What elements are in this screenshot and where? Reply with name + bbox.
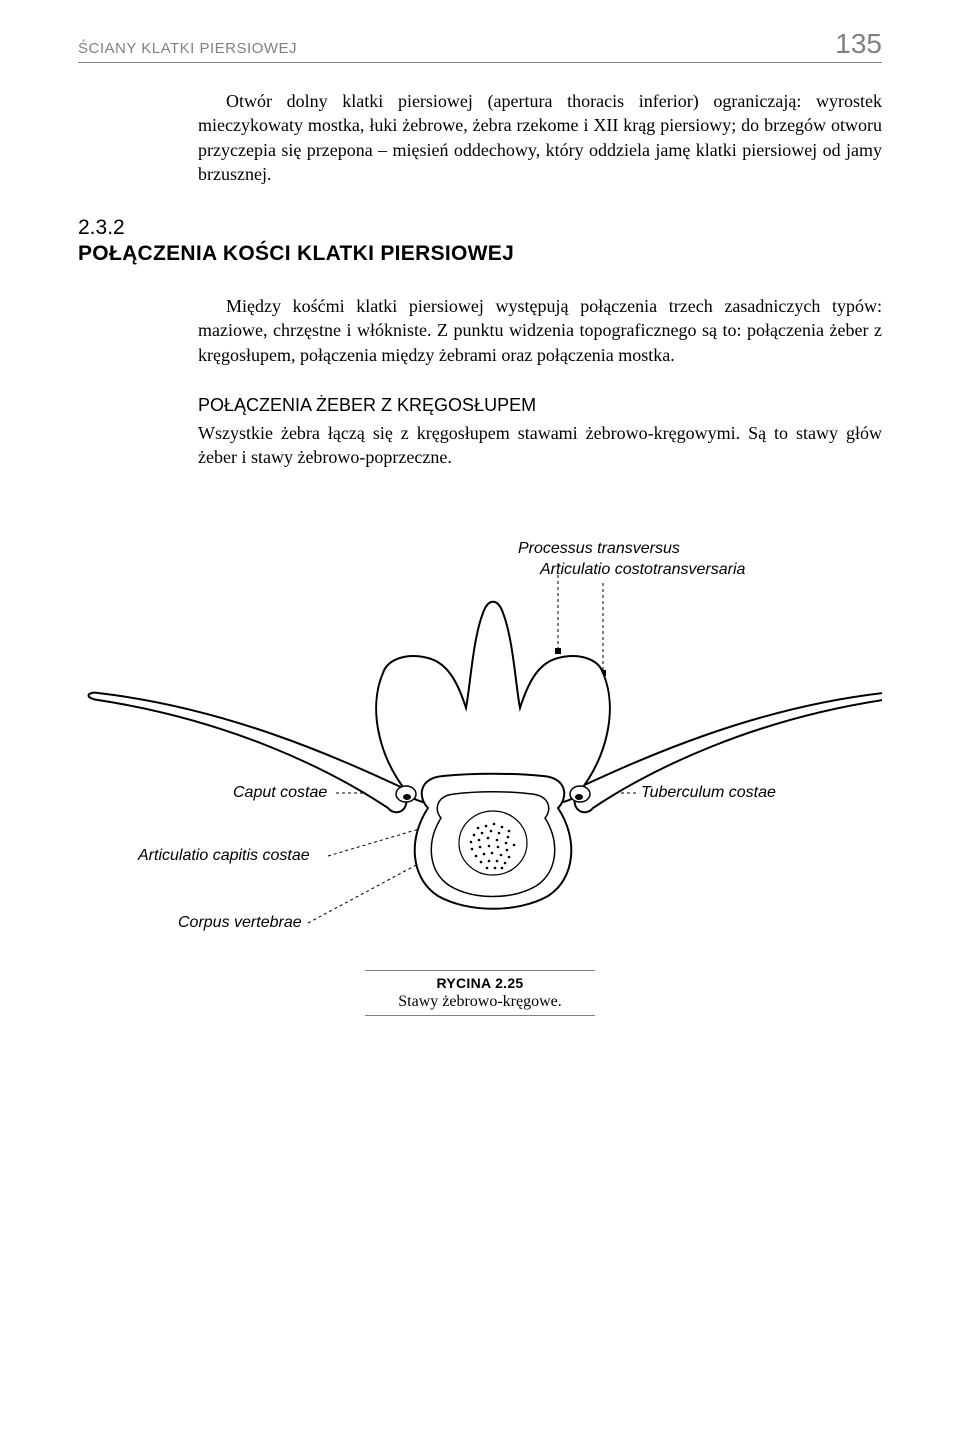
label-articulatio-capitis-costae: Articulatio capitis costae bbox=[138, 847, 310, 865]
subsection-text: Wszystkie żebra łączą się z kręgosłupem … bbox=[198, 421, 882, 470]
section-paragraph: Między kośćmi klatki piersiowej występuj… bbox=[198, 294, 882, 367]
label-corpus-vertebrae: Corpus vertebrae bbox=[178, 914, 302, 932]
figure-caption: RYCINA 2.25 Stawy żebrowo-kręgowe. bbox=[365, 970, 595, 1016]
label-processus-transversus: Processus transversus bbox=[518, 540, 680, 558]
figure-vertebra: Processus transversus Articulatio costot… bbox=[78, 498, 882, 958]
subsection-block: POŁĄCZENIA ŻEBER Z KRĘGOSŁUPEM Wszystkie… bbox=[198, 395, 882, 470]
intro-text: Otwór dolny klatki piersiowej (apertura … bbox=[198, 91, 882, 184]
intro-paragraph: Otwór dolny klatki piersiowej (apertura … bbox=[198, 89, 882, 186]
running-title: ŚCIANY KLATKI PIERSIOWEJ bbox=[78, 40, 297, 57]
section-title: POŁĄCZENIA KOŚCI KLATKI PIERSIOWEJ bbox=[78, 242, 882, 266]
page-number: 135 bbox=[835, 28, 882, 60]
running-header: ŚCIANY KLATKI PIERSIOWEJ 135 bbox=[78, 28, 882, 63]
label-caput-costae: Caput costae bbox=[233, 784, 327, 802]
label-articulatio-costotransversaria: Articulatio costotransversaria bbox=[540, 561, 745, 579]
label-tuberculum-costae: Tuberculum costae bbox=[641, 784, 776, 802]
subsection-title: POŁĄCZENIA ŻEBER Z KRĘGOSŁUPEM bbox=[198, 395, 882, 416]
caption-text: Stawy żebrowo-kręgowe. bbox=[365, 993, 595, 1015]
section-text: Między kośćmi klatki piersiowej występuj… bbox=[198, 296, 882, 365]
caption-head: RYCINA 2.25 bbox=[365, 975, 595, 991]
vertebra-svg bbox=[78, 498, 882, 958]
section-number: 2.3.2 bbox=[78, 216, 882, 240]
